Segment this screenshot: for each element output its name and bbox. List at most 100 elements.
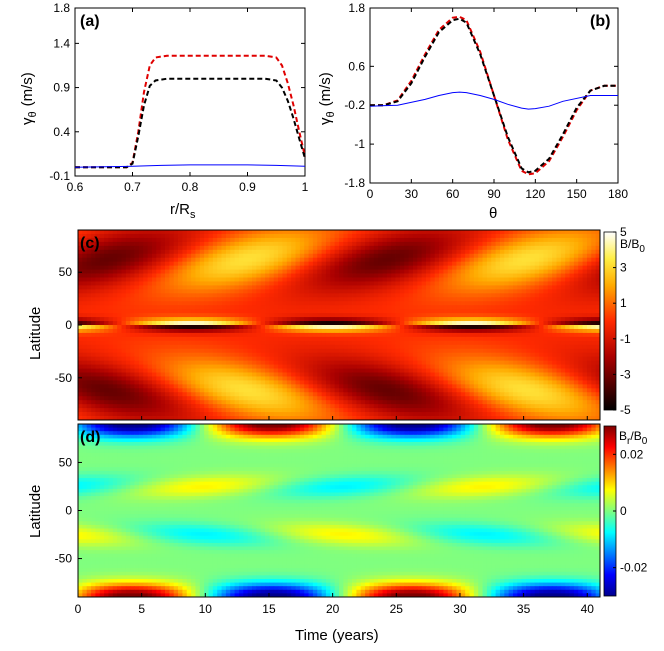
panel-c-cell bbox=[147, 325, 153, 330]
panel-c-cell bbox=[482, 348, 488, 354]
panel-c-cell bbox=[456, 336, 462, 342]
panel-c-cell bbox=[221, 230, 227, 235]
panel-c-cell bbox=[495, 249, 501, 255]
panel-c-cell bbox=[408, 372, 414, 377]
panel-c-cell bbox=[312, 257, 318, 263]
panel-c-cell bbox=[465, 380, 470, 385]
panel-c-cell bbox=[191, 269, 196, 274]
panel-c-cell bbox=[521, 360, 527, 365]
panel-c-cell bbox=[169, 233, 175, 239]
panel-c-cell bbox=[473, 372, 479, 377]
panel-c-cell bbox=[160, 372, 166, 377]
panel-c-cell bbox=[399, 384, 405, 389]
panel-c-cell bbox=[534, 388, 540, 393]
panel-c-cell bbox=[352, 301, 357, 306]
panel-c-cell bbox=[543, 372, 549, 377]
panel-c-cell bbox=[273, 261, 279, 267]
panel-c-cell bbox=[178, 269, 183, 274]
panel-c-cell bbox=[217, 237, 222, 243]
panel-c-cell bbox=[356, 336, 362, 342]
panel-c-cell bbox=[443, 313, 449, 318]
panel-c-cell bbox=[204, 281, 209, 286]
panel-c-cell bbox=[269, 364, 275, 369]
panel-c-cell bbox=[247, 317, 253, 322]
panel-c-cell bbox=[582, 301, 588, 306]
panel-c-cell bbox=[230, 384, 235, 389]
panel-c-cell bbox=[117, 285, 122, 290]
panel-c-cell bbox=[395, 309, 401, 314]
panel-c-cell bbox=[278, 277, 283, 282]
panel-c-cell bbox=[138, 297, 144, 302]
panel-c-cell bbox=[151, 328, 157, 334]
panel-c-cell bbox=[108, 257, 114, 263]
panel-c-cell bbox=[378, 233, 383, 239]
panel-c-cell bbox=[591, 325, 597, 330]
panel-c-cell bbox=[217, 360, 222, 365]
panel-c-cell bbox=[212, 340, 218, 346]
panel-c-cell bbox=[156, 336, 162, 342]
panel-c-cell bbox=[534, 230, 540, 235]
panel-c-cell bbox=[417, 253, 423, 259]
panel-c-cell bbox=[278, 273, 283, 278]
panel-c-cell bbox=[465, 285, 470, 290]
panel-c-cell bbox=[230, 348, 235, 354]
panel-c-cell bbox=[513, 344, 518, 350]
panel-c-cell bbox=[208, 293, 214, 298]
panel-c-cell bbox=[530, 273, 536, 278]
panel-c-cell bbox=[330, 368, 336, 373]
panel-c-cell bbox=[247, 309, 253, 314]
panel-c-cell bbox=[434, 388, 440, 393]
panel-c-cell bbox=[186, 325, 192, 330]
panel-c-cell bbox=[460, 313, 466, 318]
panel-c-cell bbox=[452, 277, 457, 282]
panel-c-cell bbox=[282, 317, 288, 322]
panel-c-cell bbox=[151, 241, 157, 247]
panel-c-cell bbox=[412, 301, 418, 306]
panel-c-cell bbox=[343, 376, 349, 381]
panel-c-cell bbox=[595, 257, 601, 263]
panel-c-cell bbox=[552, 277, 557, 282]
panel-c-cell bbox=[121, 376, 127, 381]
panel-c-cell bbox=[182, 384, 188, 389]
panel-c-cell bbox=[238, 364, 244, 369]
panel-c-cell bbox=[495, 344, 501, 350]
panel-c-cell bbox=[225, 265, 231, 270]
panel-c-cell bbox=[178, 332, 183, 338]
panel-c-cell bbox=[252, 352, 257, 358]
panel-c-cell bbox=[412, 309, 418, 314]
panel-c-cell bbox=[530, 317, 536, 322]
panel-c-cell bbox=[86, 376, 92, 381]
panel-c-cell bbox=[443, 257, 449, 263]
panel-c-cell bbox=[491, 257, 496, 263]
panel-c-cell bbox=[182, 297, 188, 302]
panel-c-cell bbox=[530, 241, 536, 247]
panel-c-cell bbox=[78, 360, 83, 365]
panel-c-cell bbox=[408, 384, 414, 389]
panel-c-cell bbox=[382, 253, 388, 259]
panel-c-cell bbox=[260, 257, 266, 263]
panel-c-cell bbox=[112, 332, 118, 338]
panel-c-cell bbox=[517, 352, 523, 358]
panel-c-cell bbox=[339, 305, 344, 310]
panel-c-cell bbox=[260, 273, 266, 278]
panel-c-cell bbox=[421, 277, 427, 282]
panel-c-cell bbox=[426, 241, 431, 247]
panel-c-cell bbox=[356, 265, 362, 270]
panel-c-cell bbox=[143, 281, 148, 286]
panel-c-cell bbox=[399, 332, 405, 338]
panel-c-cell bbox=[456, 265, 462, 270]
panel-c-cell bbox=[138, 372, 144, 377]
panel-c-cell bbox=[421, 261, 427, 267]
panel-b-ylabel: γθ(m/s) bbox=[317, 72, 337, 125]
panel-c-cell bbox=[469, 368, 475, 373]
panel-c-cell bbox=[499, 233, 505, 239]
panel-c-cell bbox=[147, 293, 153, 298]
panel-c-cell bbox=[86, 325, 92, 330]
panel-c-cell bbox=[382, 241, 388, 247]
panel-c-cell bbox=[299, 230, 305, 235]
panel-c-cell bbox=[369, 325, 375, 330]
panel-c-cell bbox=[369, 309, 375, 314]
panel-c-cell bbox=[317, 281, 322, 286]
panel-c-cell bbox=[478, 265, 483, 270]
panel-c-cell bbox=[86, 253, 92, 259]
